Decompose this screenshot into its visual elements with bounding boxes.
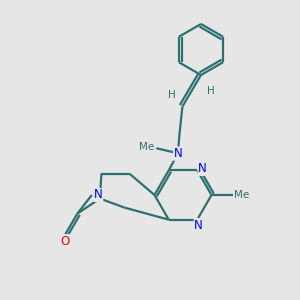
Text: Me: Me: [235, 190, 250, 200]
Text: N: N: [198, 162, 207, 175]
Text: N: N: [94, 188, 103, 202]
Text: H: H: [207, 85, 214, 96]
Text: N: N: [173, 147, 182, 160]
Text: O: O: [60, 235, 69, 248]
Text: N: N: [194, 219, 203, 232]
Text: Me: Me: [139, 142, 154, 152]
Text: H: H: [168, 90, 176, 100]
